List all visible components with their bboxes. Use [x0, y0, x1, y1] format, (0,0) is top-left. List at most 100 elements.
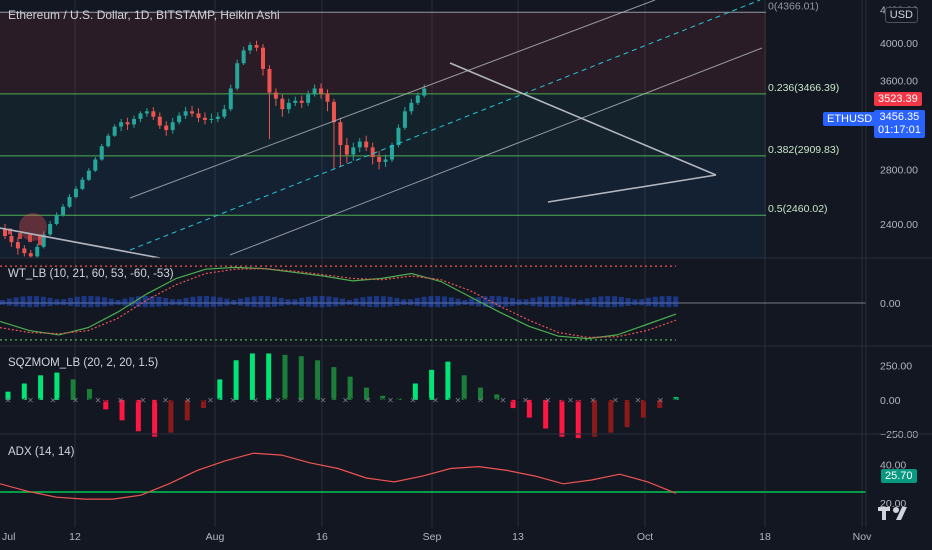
wt-histogram: [278, 297, 284, 307]
sqz-dot: ✕: [50, 396, 57, 405]
wt-histogram: [190, 296, 196, 307]
sqz-dot: ✕: [87, 396, 94, 405]
candle-body: [415, 95, 420, 103]
wt-histogram: [251, 296, 257, 307]
sqz-dot: ✕: [245, 396, 252, 405]
wt-histogram: [210, 296, 216, 307]
sqz-dot: ✕: [537, 396, 544, 405]
candle-body: [125, 122, 130, 125]
sqz-bar: [233, 360, 239, 400]
sqz-dot: ✕: [515, 396, 522, 405]
sqz-dot: ✕: [110, 396, 117, 405]
sqz-dot: ✕: [447, 396, 454, 405]
wt-histogram: [476, 297, 481, 307]
sqz-bar: [152, 399, 158, 437]
candle-body: [38, 234, 42, 246]
sqz-dot: ✕: [35, 396, 42, 405]
candle-body: [151, 111, 156, 117]
wt-histogram: [272, 296, 277, 307]
wt-histogram: [34, 296, 39, 308]
sqz-dot: ✕: [5, 396, 12, 405]
sqz-dot: ✕: [155, 396, 162, 405]
wt-histogram: [183, 297, 189, 307]
sqz-bar: [429, 369, 435, 400]
sqz-dot: ✕: [387, 396, 394, 405]
wt-histogram: [231, 299, 237, 305]
candle-body: [106, 135, 111, 147]
wt-histogram: [618, 296, 624, 307]
candle-body: [299, 100, 304, 103]
blue-price-tag: 3456.35 01:17:01: [874, 110, 925, 138]
sqz-dot: ✕: [492, 396, 499, 405]
sqz-dot: ✕: [350, 396, 357, 405]
wt-histogram: [74, 296, 80, 307]
sqz-dot: ✕: [582, 396, 589, 405]
sqz-bar: [331, 367, 337, 400]
sqz-dot: ✕: [275, 396, 282, 405]
sqz-bar: [592, 399, 598, 437]
sqz-dot: ✕: [312, 396, 319, 405]
time-axis-label: 18: [759, 531, 771, 543]
candle-body: [241, 50, 246, 64]
wt-histogram: [408, 299, 413, 306]
wt-histogram: [81, 296, 87, 308]
candle-body: [370, 147, 375, 158]
wt-histogram: [442, 296, 447, 307]
candle-body: [67, 197, 72, 207]
wt-histogram: [571, 298, 577, 306]
fib-label: 0.5(2460.02): [768, 203, 828, 215]
sqz-dot: ✕: [635, 396, 642, 405]
currency-button[interactable]: USD: [884, 7, 918, 23]
sqz-dot: ✕: [455, 396, 462, 405]
adx-axis-label: 20.00: [880, 498, 906, 510]
time-axis-label: 13: [512, 531, 524, 543]
wt-histogram: [27, 296, 33, 308]
wt-histogram: [421, 296, 427, 307]
candle-body: [35, 246, 40, 257]
sqz-dot: ✕: [650, 396, 657, 405]
sqz-dot: ✕: [102, 396, 109, 405]
sqz-bar: [201, 399, 207, 409]
wt-histogram: [516, 299, 522, 306]
sqz-bar: [135, 399, 141, 432]
sqz-dot: ✕: [267, 396, 274, 405]
sqz-bar: [298, 356, 304, 400]
sqz-dot: ✕: [612, 396, 619, 405]
candle-body: [9, 235, 14, 243]
sqz-bar: [640, 399, 646, 418]
wt-histogram: [102, 297, 107, 307]
sqz-dot: ✕: [252, 396, 259, 405]
candle-body: [402, 111, 407, 128]
sqz-bar: [38, 375, 44, 400]
sqz-bar: [217, 379, 223, 400]
candle-body: [280, 98, 285, 110]
wt-histogram: [95, 296, 101, 307]
price-axis-label: 2400.00: [880, 219, 918, 231]
wt-histogram: [394, 297, 400, 307]
sqz-dot: ✕: [507, 396, 514, 405]
wt-histogram: [591, 297, 597, 307]
trendline: [0, 227, 161, 259]
sqz-dot: ✕: [237, 396, 244, 405]
time-axis-label: Jul: [2, 531, 15, 543]
sqz-dot: ✕: [470, 396, 477, 405]
sqz-dot: ✕: [380, 396, 387, 405]
channel-mid: [129, 0, 761, 251]
sqz-dot: ✕: [215, 396, 222, 405]
wt-histogram: [292, 299, 298, 306]
candle-body: [364, 141, 369, 148]
wt-histogram: [523, 299, 529, 306]
wt-histogram: [299, 297, 305, 307]
candle-body: [177, 115, 182, 123]
candle-body: [409, 102, 414, 112]
sqz-dot: ✕: [417, 396, 424, 405]
sqz-axis-label: 0.00: [880, 395, 901, 407]
sqz-dot: ✕: [260, 396, 267, 405]
wt-histogram: [612, 296, 617, 308]
sqz-bar: [510, 399, 516, 409]
candle-body: [396, 127, 401, 146]
candle-body: [22, 248, 27, 254]
wt-histogram: [13, 297, 19, 307]
wt-line-2: [0, 267, 677, 339]
